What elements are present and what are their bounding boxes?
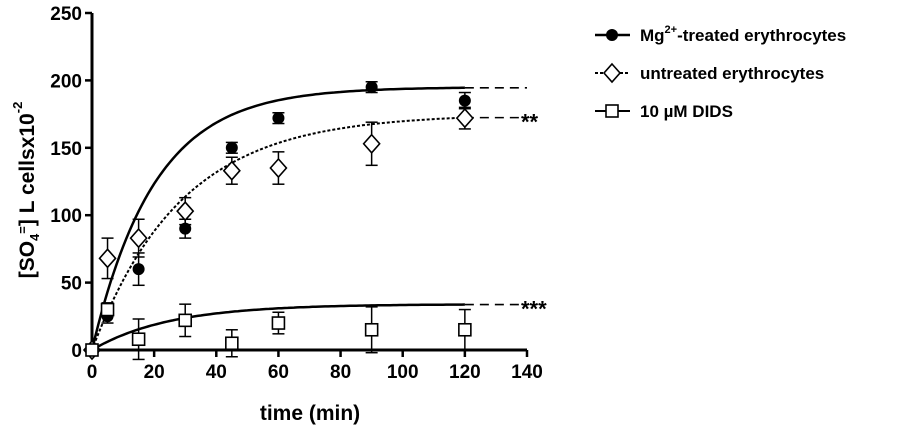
legend: Mg2+-treated erythrocytes untreated eryt… — [595, 24, 846, 121]
data-point-untreated — [455, 107, 474, 129]
error-bars — [101, 80, 471, 361]
data-point-dids — [100, 302, 115, 317]
x-tick-label: 80 — [330, 362, 351, 383]
data-point-untreated — [222, 160, 241, 181]
y-axis-label-part1: [SO — [16, 241, 39, 278]
y-tick-label: 50 — [61, 274, 82, 295]
legend-mg-name: Mg — [640, 26, 665, 45]
data-markers — [82, 81, 474, 361]
y-tick-label: 0 — [71, 341, 82, 362]
data-point-mg — [365, 81, 378, 94]
legend-marker-filled-circle — [606, 29, 618, 41]
fit-curve-mg — [90, 86, 465, 351]
legend-item-untreated: untreated erythrocytes — [595, 62, 824, 84]
fit-curve-untreated — [91, 116, 465, 351]
fit-curves — [90, 86, 527, 352]
y-axis-label: [SO4=] L cellsx10-2 — [10, 102, 42, 279]
x-tick-label: 0 — [87, 362, 98, 383]
legend-mg-rest: -treated erythrocytes — [677, 26, 846, 45]
x-tick-label: 120 — [449, 362, 481, 383]
y-tick-label: 150 — [50, 139, 82, 160]
data-point-untreated — [176, 200, 195, 222]
x-tick-label: 60 — [268, 362, 289, 383]
data-point-mg — [272, 112, 285, 125]
svg-text:Mg2+-treated erythrocytes: Mg2+-treated erythrocytes — [640, 24, 846, 45]
x-tick-label: 40 — [206, 362, 227, 383]
y-axis-ticks: 0 50 100 150 200 250 — [50, 4, 92, 362]
data-point-dids — [364, 322, 379, 337]
legend-mg-sup: 2+ — [665, 24, 678, 36]
data-point-mg — [458, 94, 471, 107]
legend-item-mg: Mg2+-treated erythrocytes — [595, 24, 846, 45]
legend-marker-open-square — [605, 104, 619, 118]
x-tick-label: 100 — [387, 362, 419, 383]
fit-curve-dids — [91, 303, 465, 352]
y-axis-label-exp: -2 — [10, 102, 25, 114]
data-point-untreated — [129, 227, 148, 249]
y-tick-label: 250 — [50, 4, 82, 25]
data-point-dids — [85, 343, 99, 357]
significance-dids: *** — [521, 297, 547, 322]
y-axis-label-sub: 4 — [27, 233, 42, 241]
data-point-dids — [458, 322, 472, 337]
legend-marker-open-diamond — [602, 62, 622, 84]
legend-dids-label: 10 µM DIDS — [640, 102, 733, 121]
data-point-dids — [271, 316, 286, 330]
data-point-untreated — [269, 157, 288, 179]
legend-untreated-label: untreated erythrocytes — [640, 64, 824, 83]
y-tick-label: 200 — [50, 71, 82, 92]
data-point-mg — [179, 222, 192, 235]
x-axis-label: time (min) — [260, 402, 360, 425]
y-tick-label: 100 — [50, 206, 82, 227]
legend-item-dids: 10 µM DIDS — [595, 102, 733, 121]
data-point-untreated — [98, 248, 117, 269]
data-point-dids — [178, 313, 193, 328]
x-tick-label: 140 — [511, 362, 543, 383]
x-axis-ticks: 0 20 40 60 80 100 120 140 — [87, 350, 543, 383]
data-point-dids — [131, 332, 146, 347]
chart-axes — [90, 13, 527, 352]
data-point-mg — [132, 263, 145, 276]
data-point-untreated — [362, 133, 381, 154]
x-tick-label: 20 — [144, 362, 165, 383]
y-axis-label-part2: ] L cellsx10 — [16, 113, 39, 226]
significance-labels: ***** — [521, 110, 547, 322]
data-point-dids — [225, 336, 239, 351]
data-point-mg — [225, 141, 238, 154]
significance-untreated: ** — [521, 110, 539, 135]
y-axis-label-sup: = — [15, 226, 30, 234]
